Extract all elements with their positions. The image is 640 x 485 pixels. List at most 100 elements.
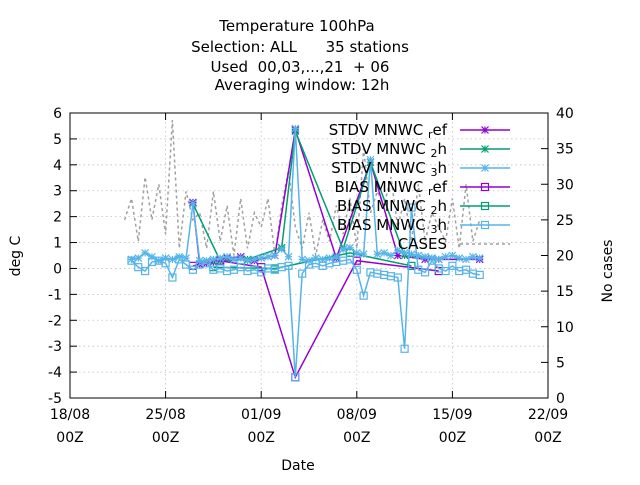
data-point [202, 259, 211, 268]
data-point [182, 254, 191, 263]
data-point [236, 254, 245, 263]
chart-title: Temperature 100hPa Selection: ALL 35 sta… [191, 17, 409, 94]
data-point [393, 273, 402, 282]
legend-label-subscript: 3 [430, 223, 437, 236]
data-point [400, 248, 409, 257]
data-point [448, 261, 457, 270]
x-tick-label-date: 22/09 [528, 407, 568, 423]
y-tick-label: 0 [53, 261, 62, 277]
y-tick-label: 3 [53, 184, 62, 200]
data-point [373, 250, 382, 259]
y2-tick-label: 15 [556, 284, 574, 300]
x-tick-label-hour: 00Z [534, 430, 561, 446]
y-tick-label: 6 [53, 106, 62, 122]
data-point [475, 254, 484, 263]
y2-axis-label: No cases [600, 240, 616, 303]
data-point [332, 252, 341, 261]
series-line [131, 128, 480, 262]
y-tick-label: -5 [48, 391, 62, 407]
x-tick-label-hour: 00Z [152, 430, 179, 446]
data-point [441, 252, 450, 261]
data-point [148, 252, 156, 261]
data-point [291, 373, 300, 382]
data-point [359, 250, 368, 259]
data-point [161, 254, 170, 263]
y-axis-label: deg C [8, 235, 24, 276]
y-tick-label: 5 [53, 132, 62, 148]
data-point [380, 248, 389, 257]
data-point [346, 243, 354, 252]
x-tick-label-date: 15/09 [432, 407, 472, 423]
y-tick-label: 2 [53, 210, 62, 226]
legend-label: BIAS MNWC 3h [337, 216, 447, 236]
data-point [291, 124, 300, 133]
legend-entry: BIAS MNWC 3h [337, 216, 510, 236]
legend-label-suffix: h [437, 140, 447, 158]
title-line-4: Averaging window: 12h [215, 76, 390, 94]
legend-label-subscript: 2 [430, 204, 437, 217]
y2-tick-label: 25 [556, 213, 574, 229]
legend-label-subscript: 3 [430, 166, 437, 179]
y-tick-label: 1 [53, 236, 62, 252]
title-line-3: Used 00,03,...,21 + 06 [211, 58, 390, 76]
series-bias-mnwc-3h [127, 203, 484, 382]
legend-label-subscript: r [428, 128, 433, 141]
data-point [257, 254, 266, 263]
data-point [359, 291, 368, 300]
data-point [141, 248, 150, 257]
data-point [168, 255, 177, 264]
data-point [387, 251, 395, 260]
y-tick-label: -1 [48, 287, 62, 303]
legend-label-suffix: ef [432, 121, 447, 139]
data-point [141, 266, 150, 276]
legend-label-suffix: h [437, 197, 447, 215]
data-point [420, 268, 430, 277]
data-point [216, 254, 225, 263]
y2-tick-label: 0 [556, 391, 565, 407]
data-point [352, 265, 361, 274]
title-line-2: Selection: ALL 35 stations [191, 38, 409, 56]
data-point [455, 254, 464, 263]
data-point [434, 255, 443, 264]
data-point [134, 254, 143, 263]
legend-label-suffix: h [437, 216, 447, 234]
data-point [481, 164, 489, 172]
data-point [188, 265, 198, 274]
data-point [250, 255, 259, 264]
data-point [480, 220, 490, 230]
legend-label-suffix: h [437, 159, 447, 177]
series-bias-mnwc-ref [188, 256, 443, 382]
x-tick-label-hour: 00Z [56, 430, 83, 446]
data-point [393, 246, 402, 255]
data-point [481, 126, 489, 134]
legend-label-subscript: 2 [430, 147, 437, 160]
y2-tick-label: 40 [556, 106, 574, 122]
y-tick-label: -2 [48, 313, 62, 329]
y2-tick-label: 5 [556, 355, 565, 371]
legend-entry: CASES [398, 235, 510, 253]
legend-entry: STDV MNWC ref [329, 121, 510, 141]
title-line-1: Temperature 100hPa [218, 17, 375, 35]
data-point [318, 255, 327, 264]
legend-label: STDV MNWC 2h [331, 140, 447, 160]
data-point [284, 261, 293, 270]
data-point [427, 256, 437, 265]
data-point [168, 273, 177, 282]
data-point [223, 252, 231, 261]
data-point [161, 259, 170, 268]
data-point [311, 254, 320, 263]
x-tick-label-hour: 00Z [439, 430, 466, 446]
legend-label-subscript: r [428, 185, 433, 198]
x-tick-label-date: 01/09 [241, 407, 281, 423]
data-point [298, 269, 307, 278]
y2-tick-label: 10 [556, 320, 574, 336]
data-point [345, 255, 355, 264]
data-point [270, 251, 279, 260]
data-point [480, 182, 490, 192]
y2-tick-label: 35 [556, 142, 574, 158]
legend-label: BIAS MNWC ref [334, 178, 447, 198]
data-point [181, 260, 191, 269]
data-point [400, 344, 409, 353]
x-tick-label-hour: 00Z [343, 430, 370, 446]
